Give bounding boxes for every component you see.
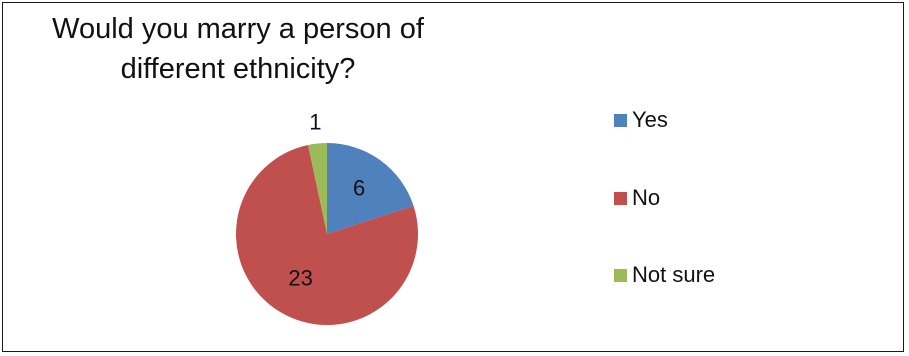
legend-label-no: No (632, 185, 661, 210)
legend-swatch-not-sure (614, 268, 627, 282)
data-label-not-sure: 1 (309, 109, 321, 134)
chart-title-line-2: different ethnicity? (120, 53, 356, 85)
data-label-no: 23 (288, 266, 312, 291)
data-label-yes: 6 (353, 176, 365, 201)
legend-swatch-no (614, 191, 627, 205)
chart-title-line-1: Would you marry a person of (52, 13, 424, 45)
pie-slice-yes (327, 143, 414, 234)
pie-slice-not-sure (308, 143, 327, 234)
legend-label-yes: Yes (632, 107, 668, 132)
pie-data-labels: 6 23 1 (288, 109, 365, 290)
legend-label-not-sure: Not sure (632, 262, 716, 287)
chart-title: Would you marry a person of different et… (13, 9, 463, 89)
legend-item-yes: Yes (614, 107, 668, 133)
pie-slices (236, 143, 418, 325)
legend-item-no: No (614, 185, 660, 211)
pie-slice-no (236, 144, 418, 325)
pie-chart: 6 23 1 (236, 109, 418, 325)
legend-item-not-sure: Not sure (614, 262, 715, 288)
legend-swatch-yes (614, 113, 627, 127)
chart-area: Would you marry a person of different et… (2, 2, 904, 352)
